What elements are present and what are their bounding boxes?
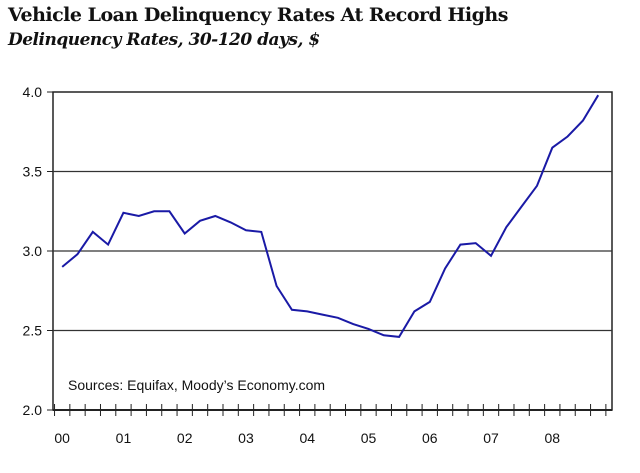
source-annotation: Sources: Equifax, Moody’s Economy.com	[68, 377, 325, 393]
y-tick-label: 2.0	[23, 402, 43, 418]
chart-title: Vehicle Loan Delinquency Rates At Record…	[8, 4, 508, 26]
y-tick-label: 4.0	[23, 84, 43, 100]
y-tick-label: 2.5	[23, 323, 43, 339]
x-tick-label: 04	[299, 430, 315, 446]
x-tick-label: 06	[422, 430, 438, 446]
series-line-delinquency	[61, 94, 600, 338]
x-tick-label: 03	[238, 430, 254, 446]
x-tick-label: 02	[177, 430, 193, 446]
x-tick-label: 07	[483, 430, 499, 446]
x-tick-label: 01	[116, 430, 132, 446]
x-tick-label: 05	[361, 430, 377, 446]
x-tick-label: 00	[54, 430, 70, 446]
chart-subtitle: Delinquency Rates, 30-120 days, $	[8, 30, 320, 50]
x-tick-label: 08	[544, 430, 560, 446]
y-tick-label: 3.5	[23, 164, 43, 180]
y-tick-label: 3.0	[23, 243, 43, 259]
